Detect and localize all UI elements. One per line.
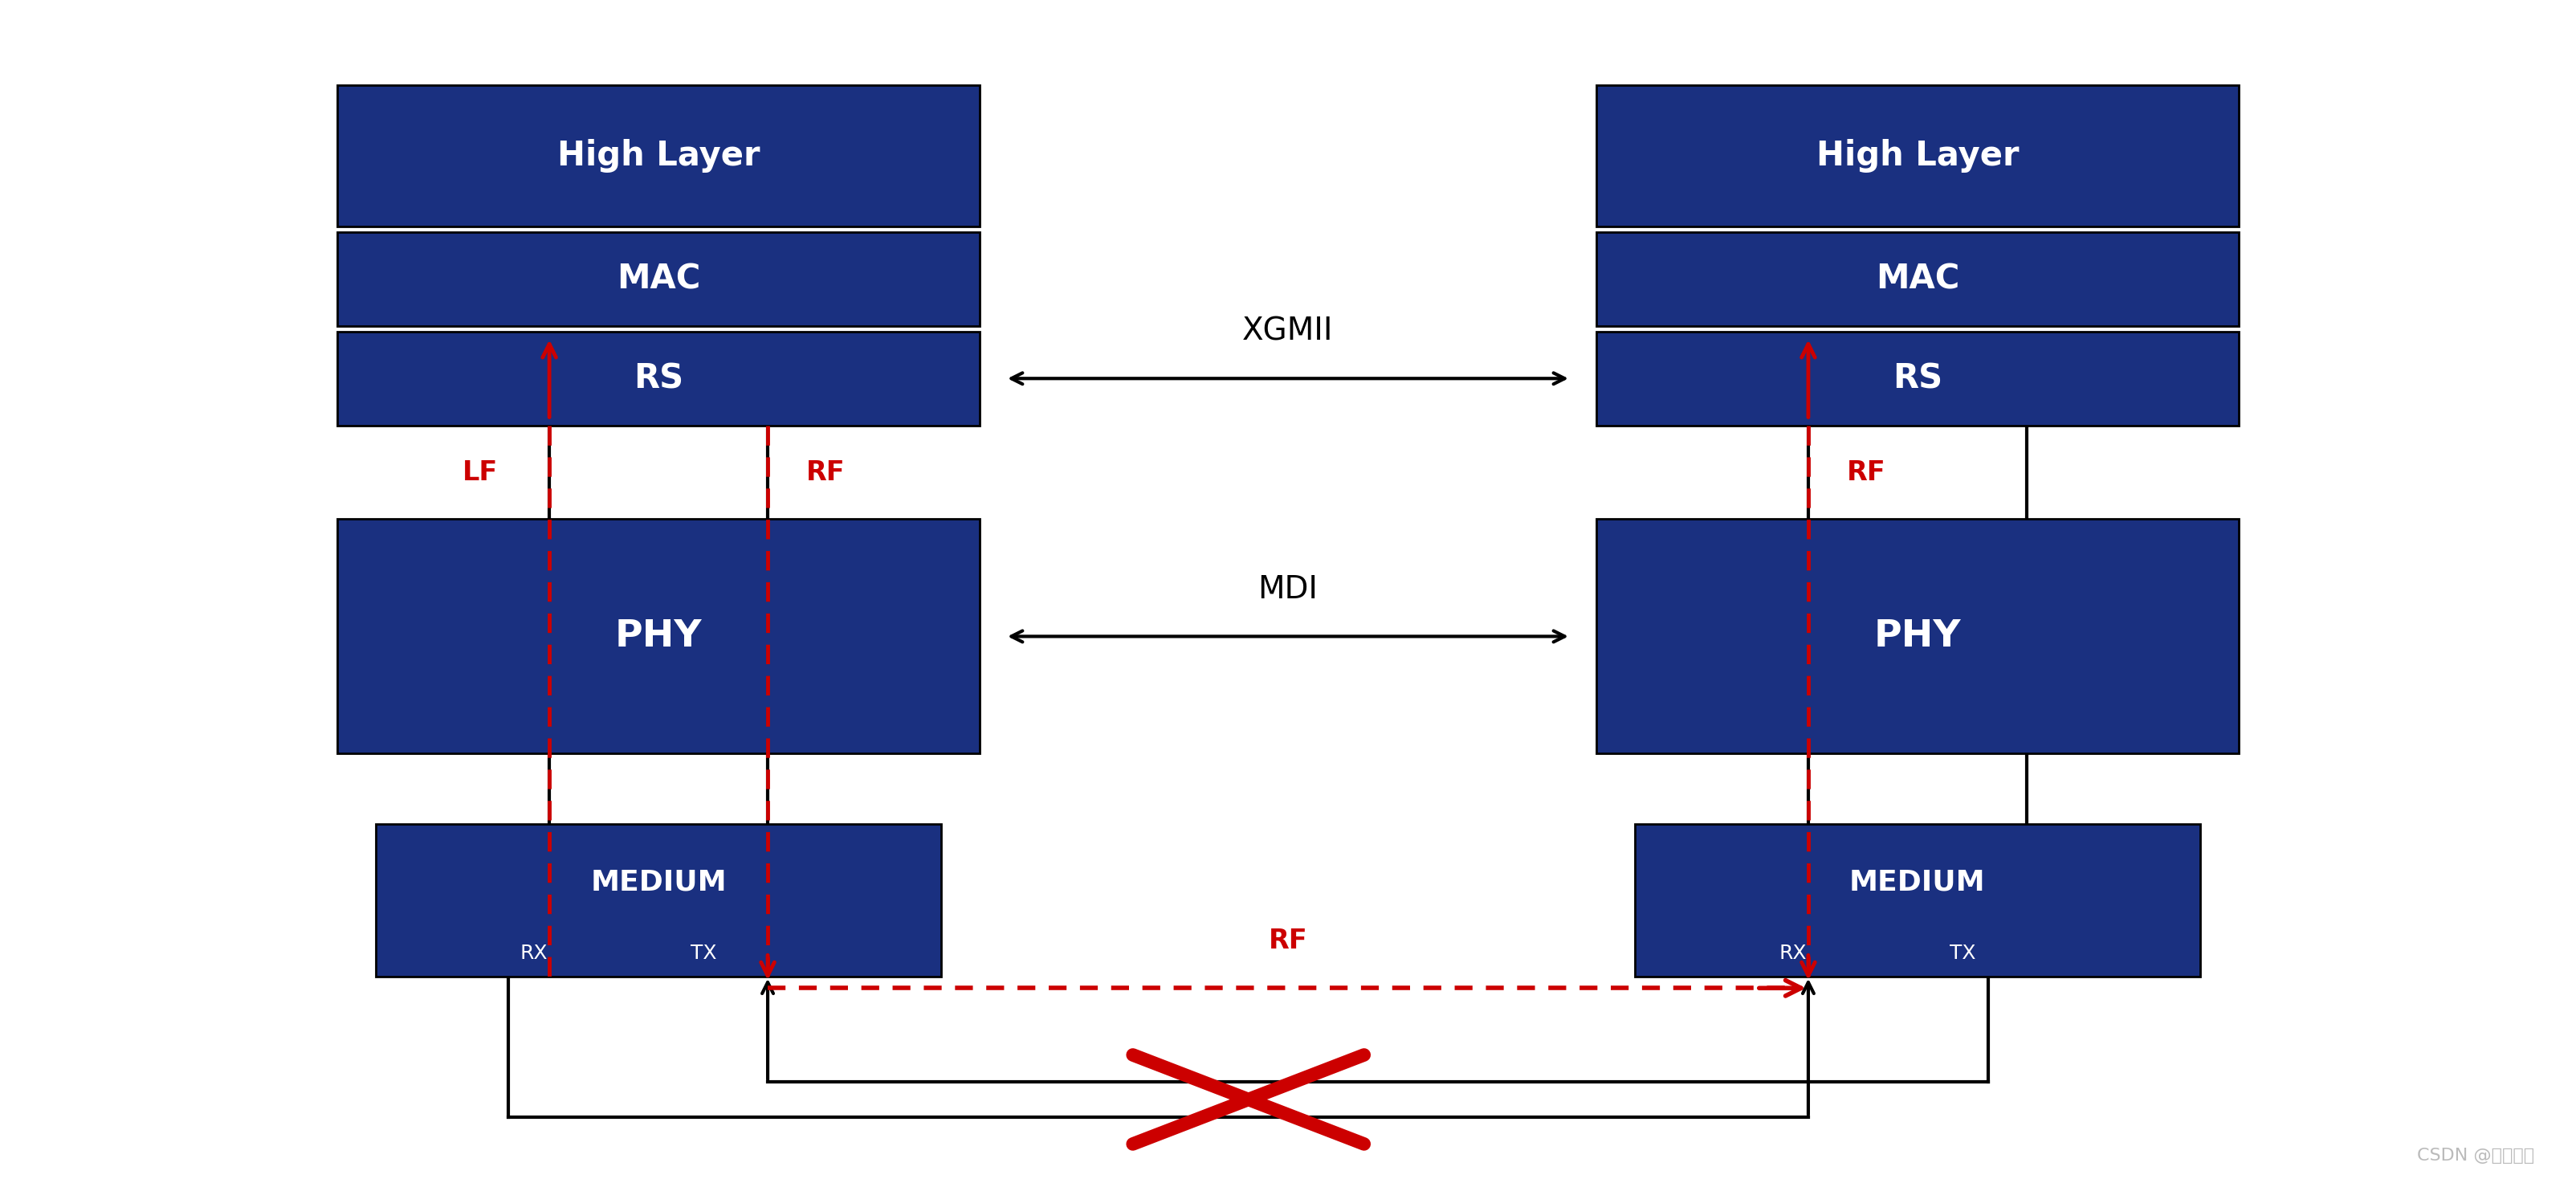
- Text: CSDN @经纬恒润: CSDN @经纬恒润: [2416, 1148, 2535, 1164]
- Text: High Layer: High Layer: [1816, 139, 2020, 172]
- Text: RS: RS: [634, 362, 683, 395]
- Text: RX: RX: [1780, 944, 1806, 963]
- FancyBboxPatch shape: [1597, 85, 2239, 226]
- Text: MAC: MAC: [616, 262, 701, 296]
- FancyBboxPatch shape: [1597, 232, 2239, 325]
- Text: MDI: MDI: [1257, 574, 1319, 605]
- Text: PHY: PHY: [616, 618, 703, 654]
- FancyBboxPatch shape: [337, 331, 979, 426]
- FancyBboxPatch shape: [1597, 519, 2239, 753]
- FancyBboxPatch shape: [337, 232, 979, 325]
- Text: PHY: PHY: [1873, 618, 1960, 654]
- Text: MAC: MAC: [1875, 262, 1960, 296]
- FancyBboxPatch shape: [337, 519, 979, 753]
- FancyBboxPatch shape: [376, 824, 940, 976]
- FancyBboxPatch shape: [337, 85, 979, 226]
- Text: TX: TX: [690, 944, 716, 963]
- Text: LF: LF: [464, 459, 497, 486]
- Text: TX: TX: [1950, 944, 1976, 963]
- Text: MEDIUM: MEDIUM: [590, 868, 726, 896]
- Text: MEDIUM: MEDIUM: [1850, 868, 1986, 896]
- Text: RF: RF: [1847, 459, 1886, 486]
- Text: RX: RX: [520, 944, 549, 963]
- Text: High Layer: High Layer: [556, 139, 760, 172]
- Text: RF: RF: [806, 459, 845, 486]
- Text: RF: RF: [1267, 928, 1309, 955]
- FancyBboxPatch shape: [1636, 824, 2200, 976]
- Text: RS: RS: [1893, 362, 1942, 395]
- FancyBboxPatch shape: [1597, 331, 2239, 426]
- Text: XGMII: XGMII: [1242, 316, 1334, 347]
